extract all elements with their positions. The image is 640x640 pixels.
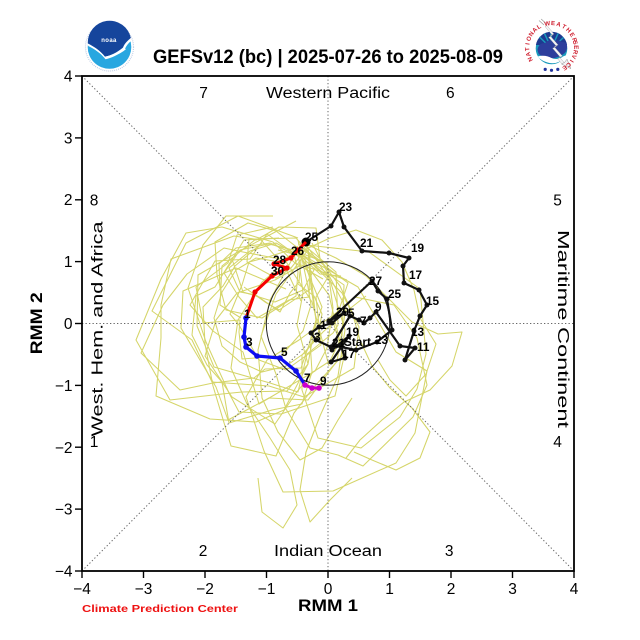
svg-text:Climate Prediction Center: Climate Prediction Center: [82, 603, 238, 615]
svg-text:28: 28: [273, 253, 287, 267]
svg-text:−2: −2: [55, 440, 73, 457]
svg-text:2: 2: [64, 192, 73, 209]
svg-text:Indian Ocean: Indian Ocean: [274, 543, 382, 560]
svg-text:−2: −2: [196, 581, 214, 598]
svg-text:1: 1: [64, 254, 73, 271]
svg-text:E: E: [551, 20, 556, 27]
svg-text:3: 3: [508, 581, 517, 598]
svg-text:H: H: [564, 27, 572, 35]
svg-text:3: 3: [445, 543, 454, 560]
svg-text:2: 2: [447, 581, 456, 598]
svg-text:I: I: [568, 58, 575, 64]
svg-text:W: W: [544, 20, 551, 28]
svg-text:23: 23: [375, 333, 389, 347]
svg-text:21: 21: [360, 236, 374, 250]
svg-text:7: 7: [199, 85, 208, 102]
svg-text:2: 2: [199, 543, 208, 560]
svg-text:T: T: [560, 23, 567, 31]
svg-text:9: 9: [375, 300, 382, 314]
svg-text:A: A: [555, 21, 562, 29]
svg-text:30: 30: [271, 264, 285, 278]
svg-text:Maritime Continent: Maritime Continent: [554, 230, 571, 429]
svg-text:29: 29: [336, 305, 350, 319]
svg-text:4: 4: [64, 69, 73, 86]
svg-text:Western Pacific: Western Pacific: [266, 85, 390, 102]
svg-text:E: E: [561, 63, 568, 71]
svg-text:GEFSv12 (bc) | 2025-07-26 to 2: GEFSv12 (bc) | 2025-07-26 to 2025-08-09: [153, 47, 503, 68]
svg-text:0: 0: [324, 581, 333, 598]
svg-text:−1: −1: [55, 378, 73, 395]
svg-text:−3: −3: [135, 581, 153, 598]
svg-text:E: E: [572, 45, 579, 49]
svg-text:I: I: [524, 42, 531, 45]
svg-text:R: R: [570, 37, 578, 44]
svg-text:26: 26: [291, 244, 305, 258]
svg-text:C: C: [564, 60, 572, 69]
svg-text:Start: Start: [344, 335, 371, 349]
svg-text:T: T: [524, 47, 531, 51]
svg-text:RMM 1: RMM 1: [298, 596, 358, 615]
svg-text:−3: −3: [55, 502, 73, 519]
svg-text:L: L: [536, 23, 543, 31]
svg-text:3: 3: [246, 335, 253, 349]
svg-text:23: 23: [339, 200, 353, 214]
svg-text:21: 21: [332, 336, 346, 350]
svg-text:V: V: [569, 53, 577, 60]
svg-text:17: 17: [409, 268, 423, 282]
svg-text:25: 25: [305, 230, 319, 244]
svg-text:4: 4: [570, 581, 579, 598]
svg-text:1: 1: [90, 434, 99, 451]
svg-text:17: 17: [342, 347, 356, 361]
svg-text:O: O: [525, 35, 533, 42]
svg-text:West. Hem. and Africa: West. Hem. and Africa: [90, 221, 107, 436]
svg-text:N: N: [527, 55, 535, 62]
svg-text:1: 1: [385, 581, 394, 598]
svg-text:−1: −1: [258, 581, 276, 598]
svg-text:A: A: [531, 26, 539, 35]
svg-text:N: N: [528, 30, 536, 38]
svg-text:5: 5: [348, 306, 355, 320]
svg-text:3: 3: [314, 330, 321, 344]
svg-text:5: 5: [281, 345, 288, 359]
svg-text:RMM 2: RMM 2: [27, 292, 46, 354]
svg-text:9: 9: [320, 374, 327, 388]
svg-text:noaa: noaa: [101, 38, 117, 44]
svg-text:27: 27: [369, 274, 383, 288]
svg-text:13: 13: [411, 325, 425, 339]
svg-text:4: 4: [553, 434, 562, 451]
svg-text:7: 7: [360, 314, 367, 328]
svg-text:15: 15: [426, 294, 440, 308]
svg-text:19: 19: [411, 241, 425, 255]
svg-text:3: 3: [64, 130, 73, 147]
svg-text:7: 7: [304, 371, 311, 385]
svg-text:E: E: [568, 31, 576, 38]
svg-text:19: 19: [346, 325, 360, 339]
svg-text:−4: −4: [55, 564, 73, 581]
svg-text:25: 25: [388, 287, 402, 301]
svg-text:6: 6: [446, 85, 455, 102]
svg-text:0: 0: [64, 316, 73, 333]
svg-text:S: S: [571, 40, 579, 45]
svg-text:R: R: [571, 49, 579, 55]
svg-text:1: 1: [320, 318, 327, 332]
svg-text:A: A: [525, 51, 533, 58]
svg-text:−4: −4: [73, 581, 91, 598]
svg-text:8: 8: [90, 193, 99, 210]
svg-text:1: 1: [244, 307, 251, 321]
svg-text:11: 11: [417, 340, 430, 354]
svg-text:5: 5: [553, 193, 562, 210]
